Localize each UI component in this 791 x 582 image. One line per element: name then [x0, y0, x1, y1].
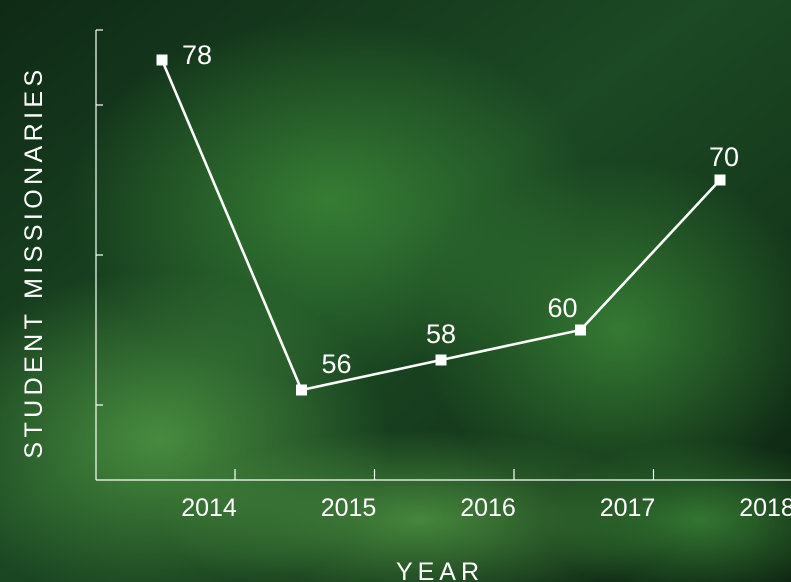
data-label: 56	[322, 349, 352, 379]
data-point-marker	[156, 54, 168, 66]
data-label: 70	[709, 142, 739, 172]
x-tick-label: 2014	[181, 494, 237, 522]
data-point-marker	[714, 174, 726, 186]
data-point-marker	[296, 384, 307, 396]
x-axis-label: YEAR	[396, 558, 484, 582]
data-label: 60	[547, 293, 577, 323]
data-point-marker	[575, 324, 586, 336]
data-point-marker	[435, 354, 447, 366]
x-tick-label: 2018	[739, 494, 791, 522]
chart-axes: 2014 2015 2016 2017 2018	[95, 29, 791, 522]
data-label: 78	[182, 40, 212, 70]
y-axis-label: STUDENT MISSIONARIES	[20, 65, 48, 458]
data-label: 58	[426, 319, 456, 349]
x-tick-label: 2016	[460, 494, 516, 522]
x-tick-label: 2015	[321, 494, 377, 522]
series-line-group: 78 56 58 60 70	[156, 40, 739, 396]
x-tick-label: 2017	[600, 494, 656, 522]
